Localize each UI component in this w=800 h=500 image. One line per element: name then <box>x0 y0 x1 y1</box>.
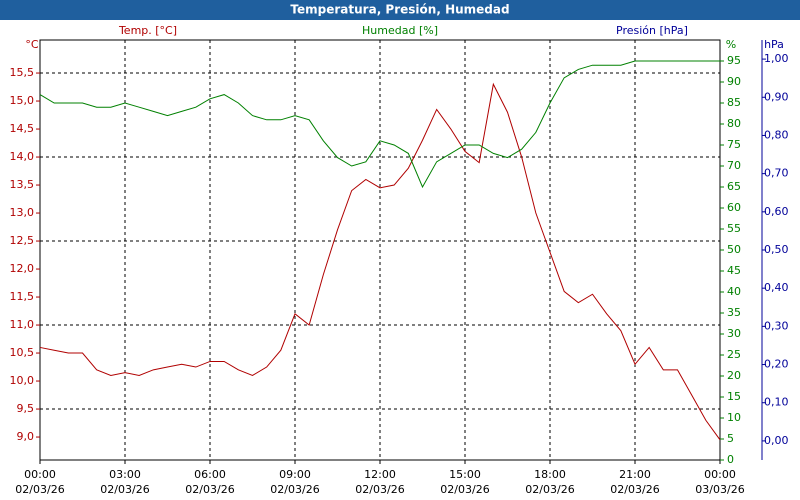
y2-tick-label: 70 <box>727 159 741 172</box>
y2-tick-label: 5 <box>727 432 734 445</box>
y2-tick-label: 40 <box>727 285 741 298</box>
y3-tick-label: 0,40 <box>764 281 789 294</box>
y2-tick-label: 0 <box>727 453 734 466</box>
y3-tick-label: 0,00 <box>764 434 789 447</box>
y2-tick-label: 55 <box>727 222 741 235</box>
y-tick-label: 15,5 <box>10 66 35 79</box>
y2-tick-label: 95 <box>727 54 741 67</box>
series-label: Humedad [%] <box>362 24 438 37</box>
x-tick-label: 09:00 <box>279 468 311 481</box>
chart-title: Temperatura, Presión, Humedad <box>290 3 509 17</box>
x-tick-label: 00:00 <box>704 468 736 481</box>
y-tick-label: 9,5 <box>17 402 35 415</box>
y3-tick-label: 0,70 <box>764 167 789 180</box>
x-tick-date: 02/03/26 <box>525 483 574 496</box>
y2-tick-label: 65 <box>727 180 741 193</box>
unit-label: °C <box>25 38 39 51</box>
title-bar <box>0 0 800 20</box>
y-tick-label: 11,0 <box>10 318 35 331</box>
y-tick-label: 13,5 <box>10 178 35 191</box>
x-tick-date: 02/03/26 <box>355 483 404 496</box>
y-tick-label: 14,0 <box>10 150 35 163</box>
y2-tick-label: 85 <box>727 96 741 109</box>
x-tick-label: 15:00 <box>449 468 481 481</box>
x-tick-date: 02/03/26 <box>100 483 149 496</box>
y3-tick-label: 0,90 <box>764 90 789 103</box>
y2-tick-label: 75 <box>727 138 741 151</box>
x-tick-date: 03/03/26 <box>695 483 744 496</box>
y-tick-label: 10,0 <box>10 374 35 387</box>
y-tick-label: 15,0 <box>10 94 35 107</box>
x-tick-date: 02/03/26 <box>15 483 64 496</box>
x-tick-label: 21:00 <box>619 468 651 481</box>
unit-label: % <box>726 38 736 51</box>
y2-tick-label: 50 <box>727 243 741 256</box>
series-label: Presión [hPa] <box>616 24 688 37</box>
y2-tick-label: 25 <box>727 348 741 361</box>
x-tick-date: 02/03/26 <box>610 483 659 496</box>
series-label: Temp. [°C] <box>118 24 177 37</box>
y3-tick-label: 0,80 <box>764 128 789 141</box>
y2-tick-label: 35 <box>727 306 741 319</box>
y3-tick-label: 0,10 <box>764 396 789 409</box>
y3-tick-label: 0,20 <box>764 358 789 371</box>
unit-label: hPa <box>764 38 784 51</box>
y2-tick-label: 15 <box>727 390 741 403</box>
y2-tick-label: 60 <box>727 201 741 214</box>
series-line <box>39 82 721 441</box>
x-tick-date: 02/03/26 <box>270 483 319 496</box>
y2-tick-label: 45 <box>727 264 741 277</box>
y-tick-label: 9,0 <box>17 430 35 443</box>
y3-tick-label: 0,50 <box>764 243 789 256</box>
y-tick-label: 11,5 <box>10 290 35 303</box>
series-line <box>39 60 720 189</box>
y2-tick-label: 90 <box>727 75 741 88</box>
x-tick-label: 12:00 <box>364 468 396 481</box>
y2-tick-label: 30 <box>727 327 741 340</box>
y-tick-label: 12,5 <box>10 234 35 247</box>
y3-tick-label: 0,30 <box>764 319 789 332</box>
x-tick-label: 03:00 <box>109 468 141 481</box>
y-tick-label: 12,0 <box>10 262 35 275</box>
x-tick-label: 18:00 <box>534 468 566 481</box>
x-tick-label: 00:00 <box>24 468 56 481</box>
y2-tick-label: 10 <box>727 411 741 424</box>
y3-tick-label: 1,00 <box>764 52 789 65</box>
y-tick-label: 10,5 <box>10 346 35 359</box>
y3-tick-label: 0,60 <box>764 205 789 218</box>
x-tick-date: 02/03/26 <box>185 483 234 496</box>
x-tick-date: 02/03/26 <box>440 483 489 496</box>
x-tick-label: 06:00 <box>194 468 226 481</box>
y-tick-label: 14,5 <box>10 122 35 135</box>
y-tick-label: 13,0 <box>10 206 35 219</box>
y2-tick-label: 80 <box>727 117 741 130</box>
y2-tick-label: 20 <box>727 369 741 382</box>
